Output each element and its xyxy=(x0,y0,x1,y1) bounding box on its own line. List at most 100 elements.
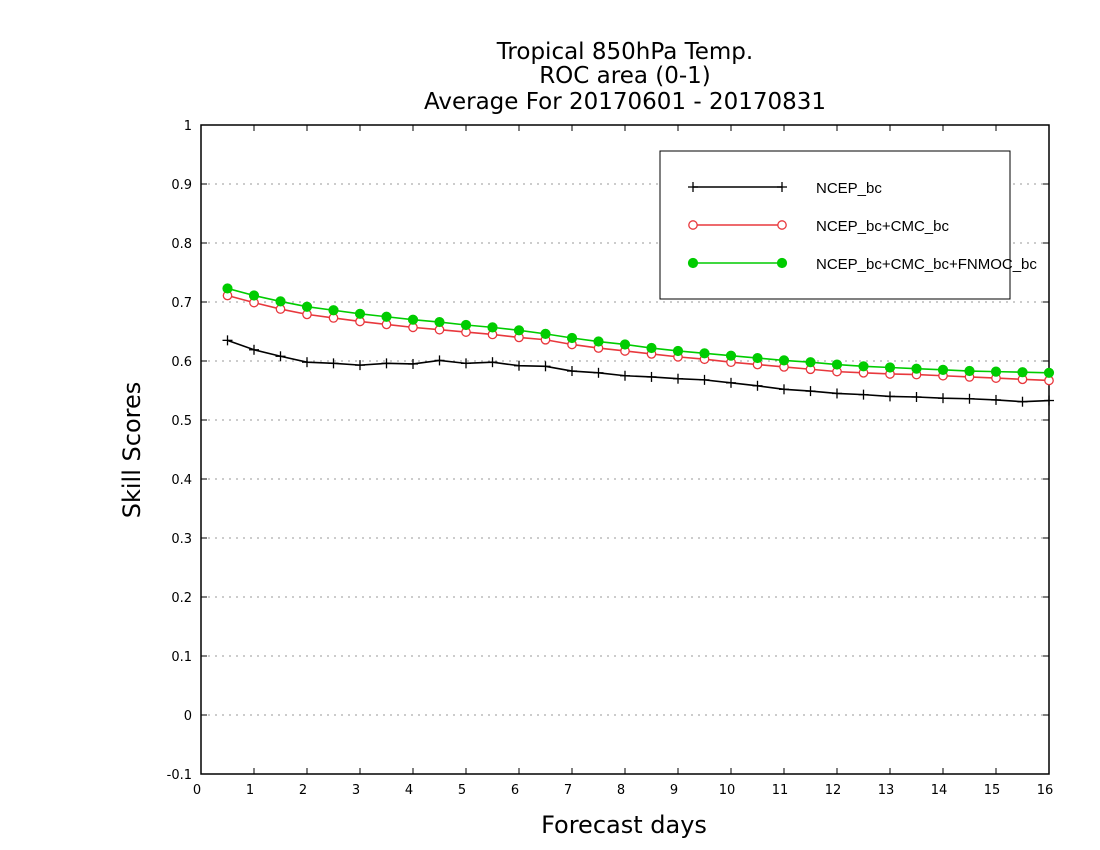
plus-marker xyxy=(381,358,392,369)
y-axis-label: Skill Scores xyxy=(118,382,146,519)
plus-marker xyxy=(938,393,948,404)
plus-marker xyxy=(514,360,524,371)
legend-item: NCEP_bc+CMC_bc xyxy=(688,218,949,235)
plus-marker xyxy=(355,360,365,371)
y-tick-label: 0 xyxy=(184,709,192,724)
y-tick-label: 0.5 xyxy=(171,414,192,429)
title-line-3: Average For 20170601 - 20170831 xyxy=(424,89,826,115)
plus-marker xyxy=(777,182,787,192)
filled-circle-marker xyxy=(593,336,604,347)
filled-circle-marker xyxy=(1043,367,1055,378)
x-tick-label: 16 xyxy=(1037,783,1054,798)
series-line xyxy=(227,294,1050,382)
plus-marker xyxy=(832,388,842,399)
filled-circle-marker xyxy=(805,357,816,368)
series-line xyxy=(227,287,1050,374)
legend-label: NCEP_bc xyxy=(816,180,882,197)
x-tick-label: 0 xyxy=(193,783,201,798)
y-tick-label: 0.4 xyxy=(171,473,192,488)
axis-ticks: -0.100.10.20.30.40.50.60.70.80.910 1 2 3 4 5 6… xyxy=(167,119,1054,798)
filled-circle-marker xyxy=(381,311,392,322)
x-tick-label: 5 xyxy=(458,783,466,798)
x-tick-label: 9 xyxy=(670,783,678,798)
series-lines xyxy=(222,283,1055,407)
plus-marker xyxy=(673,373,683,384)
filled-circle-marker xyxy=(354,308,366,319)
plus-marker xyxy=(408,358,418,369)
open-circle-marker xyxy=(777,220,787,230)
filled-circle-marker xyxy=(776,257,788,269)
plus-marker xyxy=(593,367,604,378)
filled-circle-marker xyxy=(778,355,790,366)
filled-circle-marker xyxy=(407,314,419,325)
plus-marker xyxy=(964,393,975,404)
series-2 xyxy=(222,290,1054,386)
legend-item: NCEP_bc xyxy=(688,180,882,197)
plus-marker xyxy=(302,357,312,368)
filled-circle-marker xyxy=(566,332,578,344)
x-tick-label: 13 xyxy=(878,783,895,798)
filled-circle-marker xyxy=(687,257,699,269)
plus-marker xyxy=(540,361,551,372)
x-tick-label: 11 xyxy=(772,783,789,798)
x-tick-label: 7 xyxy=(564,783,572,798)
y-tick-label: 0.6 xyxy=(171,355,192,370)
plus-marker xyxy=(752,380,763,391)
plus-marker xyxy=(328,358,339,369)
filled-circle-marker xyxy=(646,342,657,354)
x-tick-label: 8 xyxy=(617,783,625,798)
x-tick-label: 1 xyxy=(246,783,254,798)
plus-marker xyxy=(1017,396,1028,407)
filled-circle-marker xyxy=(858,361,869,372)
filled-circle-marker xyxy=(725,350,737,361)
series-1 xyxy=(222,335,1054,407)
filled-circle-marker xyxy=(672,345,684,357)
x-tick-label: 3 xyxy=(352,783,360,798)
filled-circle-marker xyxy=(222,283,233,294)
plus-marker xyxy=(275,351,286,362)
plus-marker xyxy=(779,384,789,395)
title-line-2: ROC area (0-1) xyxy=(539,63,711,89)
plus-marker xyxy=(805,386,816,397)
plus-marker xyxy=(434,355,445,366)
filled-circle-marker xyxy=(884,362,896,373)
filled-circle-marker xyxy=(275,296,286,307)
plus-marker xyxy=(567,366,577,377)
plus-marker xyxy=(699,374,710,385)
filled-circle-marker xyxy=(301,301,313,312)
y-tick-label: 0.2 xyxy=(171,591,192,606)
filled-circle-marker xyxy=(434,316,445,328)
filled-circle-marker xyxy=(752,352,763,364)
filled-circle-marker xyxy=(487,322,498,333)
legend-item: NCEP_bc+CMC_bc+FNMOC_bc xyxy=(687,256,1037,273)
open-circle-marker xyxy=(688,220,698,230)
filled-circle-marker xyxy=(937,364,949,375)
grid-lines xyxy=(201,183,1049,716)
x-tick-label: 15 xyxy=(984,783,1001,798)
filled-circle-marker xyxy=(911,363,922,374)
plus-marker xyxy=(487,357,498,368)
legend-label: NCEP_bc+CMC_bc+FNMOC_bc xyxy=(816,256,1037,273)
plus-marker xyxy=(222,335,233,346)
y-tick-label: 0.8 xyxy=(171,237,192,252)
plus-marker xyxy=(646,371,657,382)
filled-circle-marker xyxy=(964,365,975,377)
x-tick-label: 6 xyxy=(511,783,519,798)
y-tick-label: 0.7 xyxy=(171,296,192,311)
plus-marker xyxy=(858,389,869,400)
filled-circle-marker xyxy=(619,339,631,350)
filled-circle-marker xyxy=(248,290,260,301)
filled-circle-marker xyxy=(1017,367,1028,378)
legend: NCEP_bc NCEP_bc+CMC_bc NCEP_bc+CMC_bc+FNMO… xyxy=(659,150,1037,300)
filled-circle-marker xyxy=(699,348,710,359)
filled-circle-marker xyxy=(831,359,843,370)
series-line xyxy=(227,339,1050,403)
filled-circle-marker xyxy=(460,319,472,331)
y-tick-label: 1 xyxy=(184,119,192,134)
x-tick-label: 4 xyxy=(405,783,413,798)
plus-marker xyxy=(991,394,1001,405)
y-tick-label: 0.1 xyxy=(171,650,192,665)
plus-marker xyxy=(911,391,922,402)
filled-circle-marker xyxy=(513,325,525,336)
y-tick-label: -0.1 xyxy=(167,768,192,783)
